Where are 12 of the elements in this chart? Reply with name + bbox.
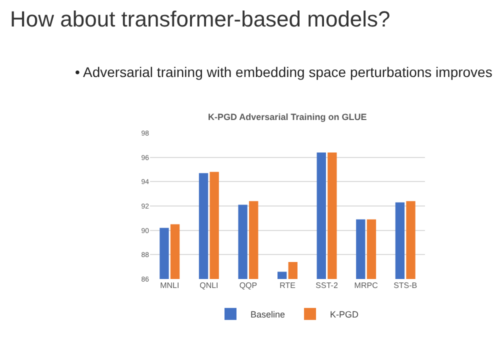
x-tick-label: MNLI <box>160 281 180 290</box>
x-tick-label: RTE <box>280 281 296 290</box>
x-tick-label: SST-2 <box>316 281 338 290</box>
text: • Adversarial training with embedding space perturbations improves <box>75 64 492 80</box>
legend-label: Baseline <box>250 309 286 320</box>
x-tick-label: QQP <box>239 281 258 290</box>
x-tick-label: MRPC <box>354 281 378 290</box>
chart-subtitle: K-PGD Adversarial Training on GLUE <box>208 112 367 122</box>
chart-title: How about transformer-based models? <box>10 6 390 32</box>
x-tick-label: QNLI <box>200 281 218 290</box>
legend-label: K-PGD <box>330 309 360 320</box>
x-tick-label: STS-B <box>394 281 418 290</box>
